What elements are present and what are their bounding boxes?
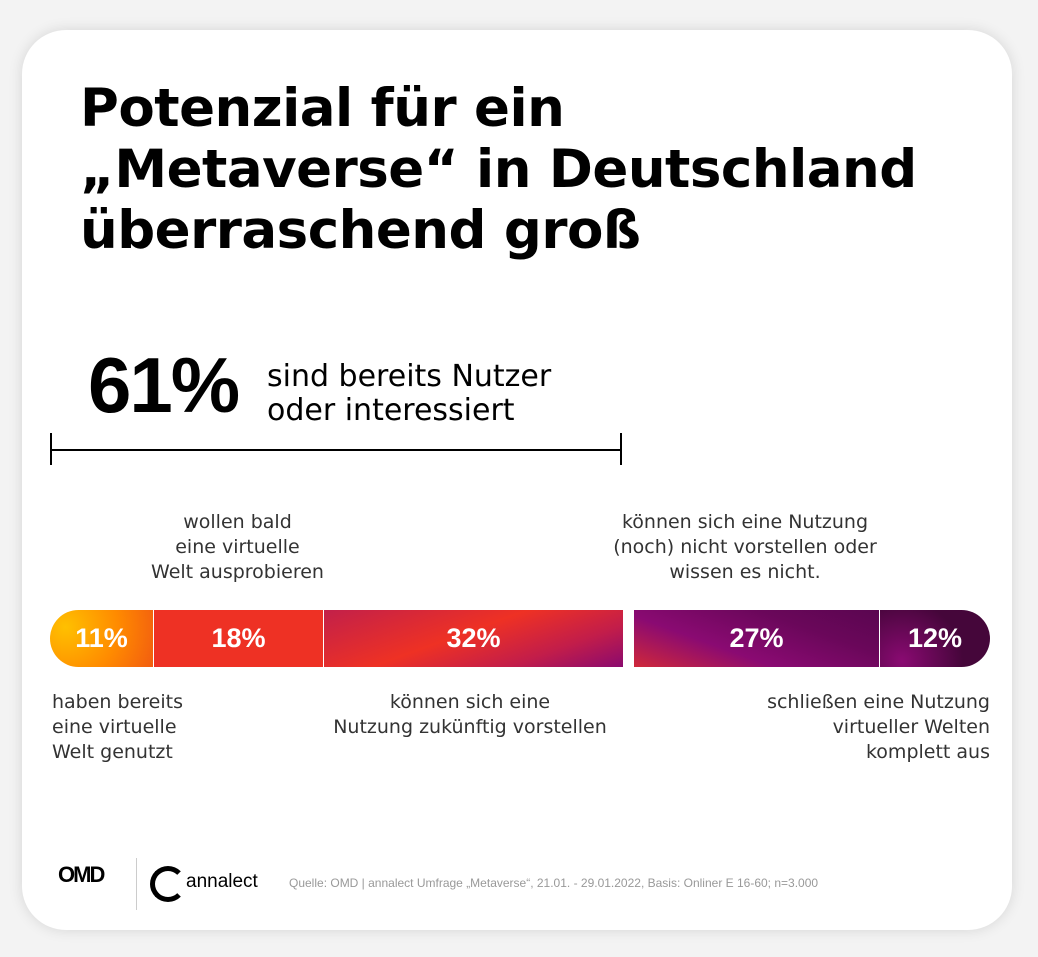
headline-label-line: oder interessiert (267, 393, 515, 428)
source-note: Quelle: OMD | annalect Umfrage „Metavers… (289, 876, 819, 890)
headline-label-line: sind bereits Nutzer (267, 359, 552, 394)
headline-percentage: 61% (88, 341, 240, 429)
bar-segment-11: 11% (50, 610, 154, 667)
title-line: Potenzial für ein (80, 78, 565, 139)
bar-segment-12: 12% (880, 610, 990, 667)
title-line: überraschend groß (80, 200, 641, 261)
page-title: Potenzial für ein „Metaverse“ in Deutsch… (80, 78, 917, 261)
omd-logo: OMD (58, 862, 105, 887)
annotation-rule-out: schließen eine Nutzung virtueller Welten k… (767, 691, 990, 763)
annotation-already-used: haben bereits eine virtuelle Welt genutzt (52, 691, 183, 763)
annotation-cannot-imagine: können sich eine Nutzung (noch) nicht vor… (613, 511, 877, 583)
logo-divider (136, 858, 137, 910)
infographic-card (22, 30, 1012, 930)
headline-label: sind bereits Nutzer oder interessiert (267, 360, 551, 428)
annalect-logo-icon (150, 866, 186, 902)
annotation-want-soon: wollen bald eine virtuelle Welt ausprobier… (151, 511, 324, 583)
bar-segment-27: 27% (634, 610, 880, 667)
annalect-logo: annalect (186, 871, 258, 892)
bar-segment-18: 18% (154, 610, 324, 667)
range-bracket (50, 433, 622, 465)
title-line: „Metaverse“ in Deutschland (80, 139, 917, 200)
annotation-future-use: können sich eine Nutzung zukünftig vorste… (333, 691, 607, 738)
bar-segment-32: 32% (324, 610, 623, 667)
